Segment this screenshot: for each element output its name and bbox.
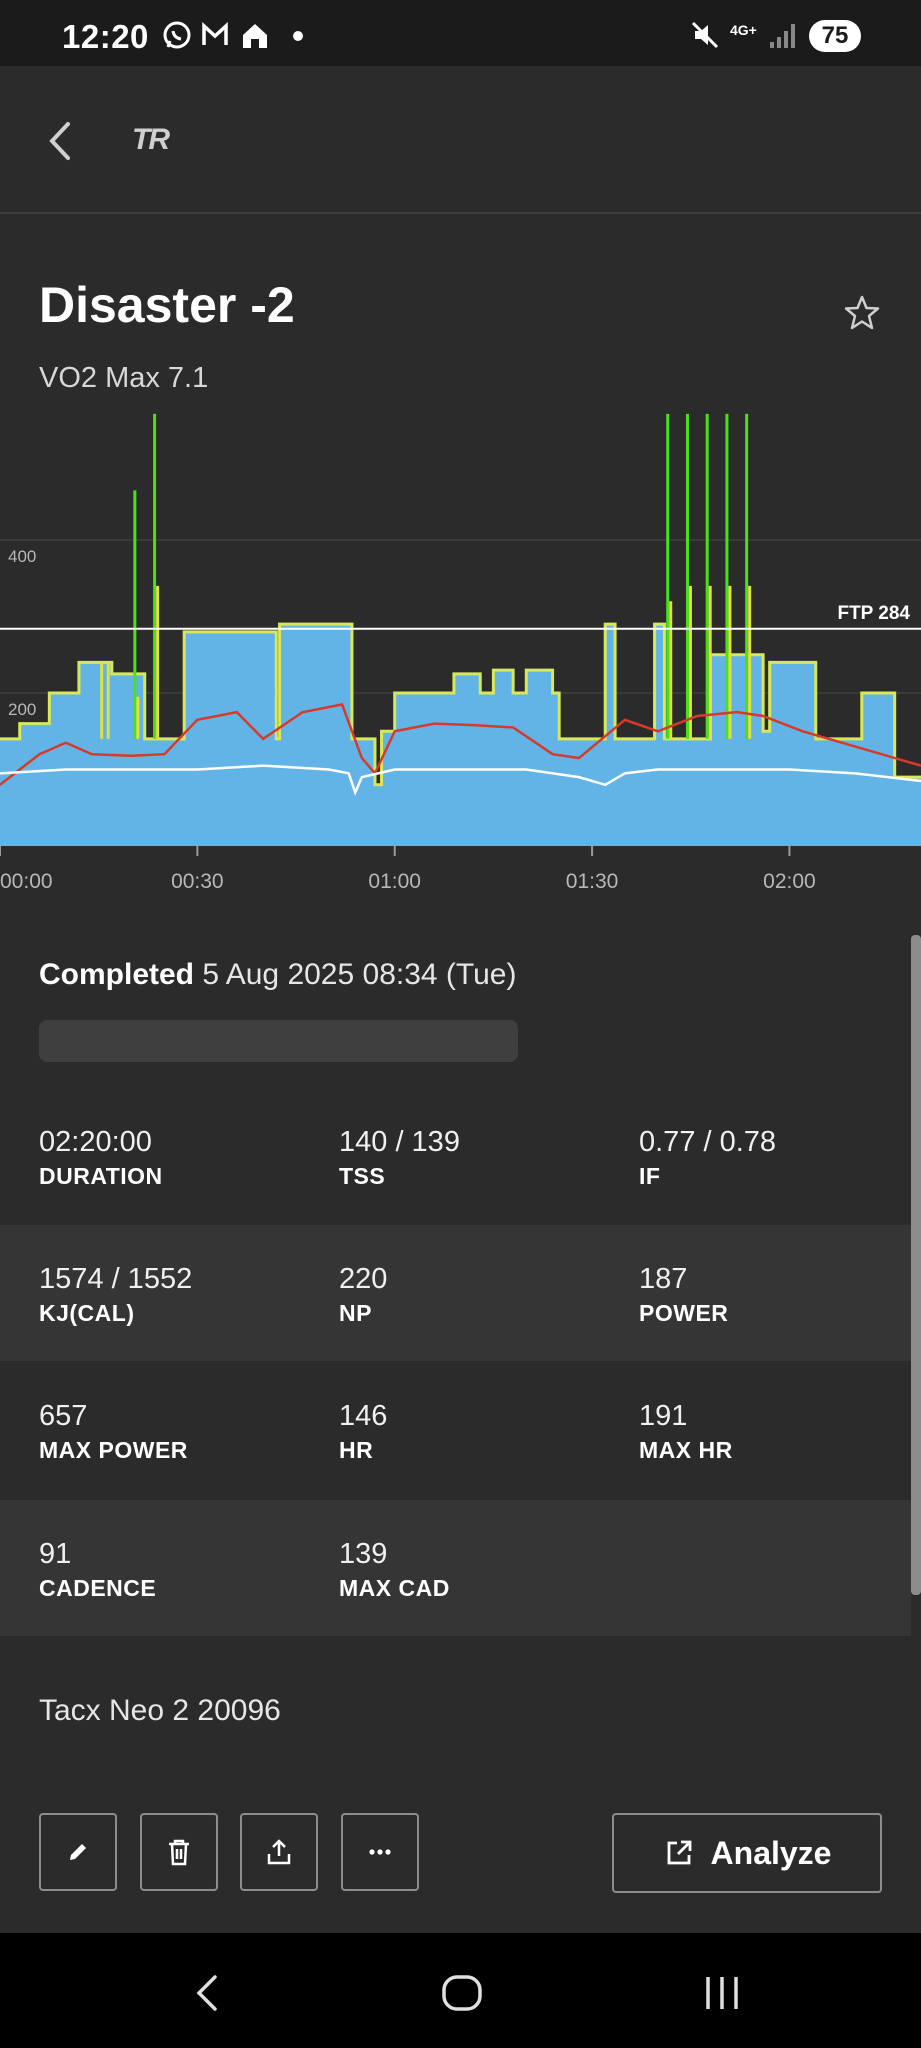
delete-button[interactable]: [140, 1813, 218, 1891]
stat-value: 140 / 139: [339, 1126, 460, 1158]
stat-value: 146: [339, 1400, 388, 1432]
x-tick-label: 00:30: [171, 870, 224, 893]
ftp-label: FTP 284: [837, 603, 910, 624]
stat-row: [0, 1089, 911, 1225]
stat-label: DURATION: [39, 1163, 163, 1189]
workout-chart[interactable]: 400 200 FTP 284 00:00 00:30 01:00 01:30 02:00: [0, 410, 921, 900]
dot-icon: [293, 31, 303, 41]
share-button[interactable]: [240, 1813, 318, 1891]
notes-placeholder: [39, 1020, 518, 1062]
workout-title: Disaster -2: [39, 277, 295, 333]
x-axis-band: [0, 846, 921, 900]
stat-value: 0.77 / 0.78: [639, 1126, 777, 1158]
stat-row: [0, 1225, 911, 1361]
more-icon: [369, 1849, 391, 1855]
stat-kj: 1574 / 1552 KJ(CAL): [39, 1263, 192, 1327]
stat-label: TSS: [339, 1163, 386, 1189]
more-button[interactable]: [341, 1813, 419, 1891]
completed-label: Completed: [39, 958, 195, 991]
back-icon[interactable]: [40, 116, 80, 166]
system-nav-bar: [0, 1933, 921, 2048]
completed-value: 5 Aug 2025 08:34 (Tue): [202, 958, 517, 991]
app-bar: TR: [0, 66, 921, 214]
stat-label: CADENCE: [39, 1575, 157, 1601]
x-tick-label: 01:30: [566, 870, 619, 893]
edit-button[interactable]: [39, 1813, 117, 1891]
stat-label: HR: [339, 1437, 374, 1463]
stat-value: 1574 / 1552: [39, 1263, 193, 1295]
external-link-icon: [667, 1840, 691, 1865]
x-tick-label: 02:00: [763, 870, 816, 893]
stat-tss: 140 / 139 TSS: [339, 1126, 460, 1190]
nav-home-icon[interactable]: [440, 1971, 484, 2015]
app-logo: TR: [132, 123, 170, 156]
target-outline: [0, 622, 921, 787]
x-tick-label: 00:00: [0, 870, 53, 893]
stat-cadence: 91 CADENCE: [39, 1538, 156, 1602]
network-indicator: 4G+: [730, 22, 757, 38]
cadence-line: [0, 764, 921, 796]
stat-max-hr: 191 MAX HR: [639, 1400, 733, 1464]
heart-rate-line: [0, 703, 921, 786]
battery-indicator: 75: [809, 20, 861, 52]
stat-row: [0, 1362, 911, 1498]
stat-max-cad: 139 MAX CAD: [339, 1538, 450, 1602]
power-area: [0, 624, 921, 846]
trash-icon: [169, 1839, 189, 1866]
stat-label: MAX CAD: [339, 1575, 450, 1601]
share-icon: [267, 1839, 291, 1865]
stat-value: 657: [39, 1400, 88, 1432]
mute-icon: [691, 21, 719, 49]
stat-value: 220: [339, 1263, 388, 1295]
nav-recents-icon[interactable]: [700, 1971, 744, 2015]
stat-value: 139: [339, 1538, 388, 1570]
home-icon: [243, 24, 267, 48]
stat-max-power: 657 MAX POWER: [39, 1400, 188, 1464]
stat-label: KJ(CAL): [39, 1300, 135, 1326]
status-bar: 12:20 4G+ 75: [0, 0, 921, 66]
stat-power: 187 POWER: [639, 1263, 728, 1327]
stat-label: IF: [639, 1163, 661, 1189]
stat-value: 02:20:00: [39, 1126, 152, 1158]
stat-value: 191: [639, 1400, 688, 1432]
nav-back-icon[interactable]: [185, 1971, 229, 2015]
edit-icon: [70, 1844, 86, 1860]
signal-icon: [770, 24, 795, 48]
stat-hr: 146 HR: [339, 1400, 387, 1464]
x-tick-label: 01:00: [368, 870, 421, 893]
whatsapp-icon: [163, 21, 191, 49]
y-tick-label: 400: [8, 547, 36, 566]
y-tick-label: 200: [8, 700, 36, 719]
workout-subtitle: VO2 Max 7.1: [39, 362, 209, 394]
stat-label: POWER: [639, 1300, 729, 1326]
completed-row: Completed 5 Aug 2025 08:34 (Tue): [39, 958, 516, 992]
stat-if: 0.77 / 0.78 IF: [639, 1126, 776, 1190]
favorite-star-icon[interactable]: [842, 293, 882, 333]
stat-duration: 02:20:00 DURATION: [39, 1126, 163, 1190]
stat-row: [0, 1500, 911, 1636]
stat-label: NP: [339, 1300, 372, 1326]
stat-label: MAX POWER: [39, 1437, 188, 1463]
scrollbar[interactable]: [911, 935, 921, 1595]
device-name: Tacx Neo 2 20096: [39, 1694, 281, 1727]
stat-np: 220 NP: [339, 1263, 387, 1327]
analyze-label: Analyze: [710, 1834, 832, 1871]
stat-value: 91: [39, 1538, 72, 1570]
gmail-icon: [202, 22, 228, 45]
stat-value: 187: [639, 1263, 688, 1295]
status-time: 12:20: [62, 18, 149, 55]
analyze-button[interactable]: Analyze: [612, 1813, 882, 1893]
stat-label: MAX HR: [639, 1437, 733, 1463]
